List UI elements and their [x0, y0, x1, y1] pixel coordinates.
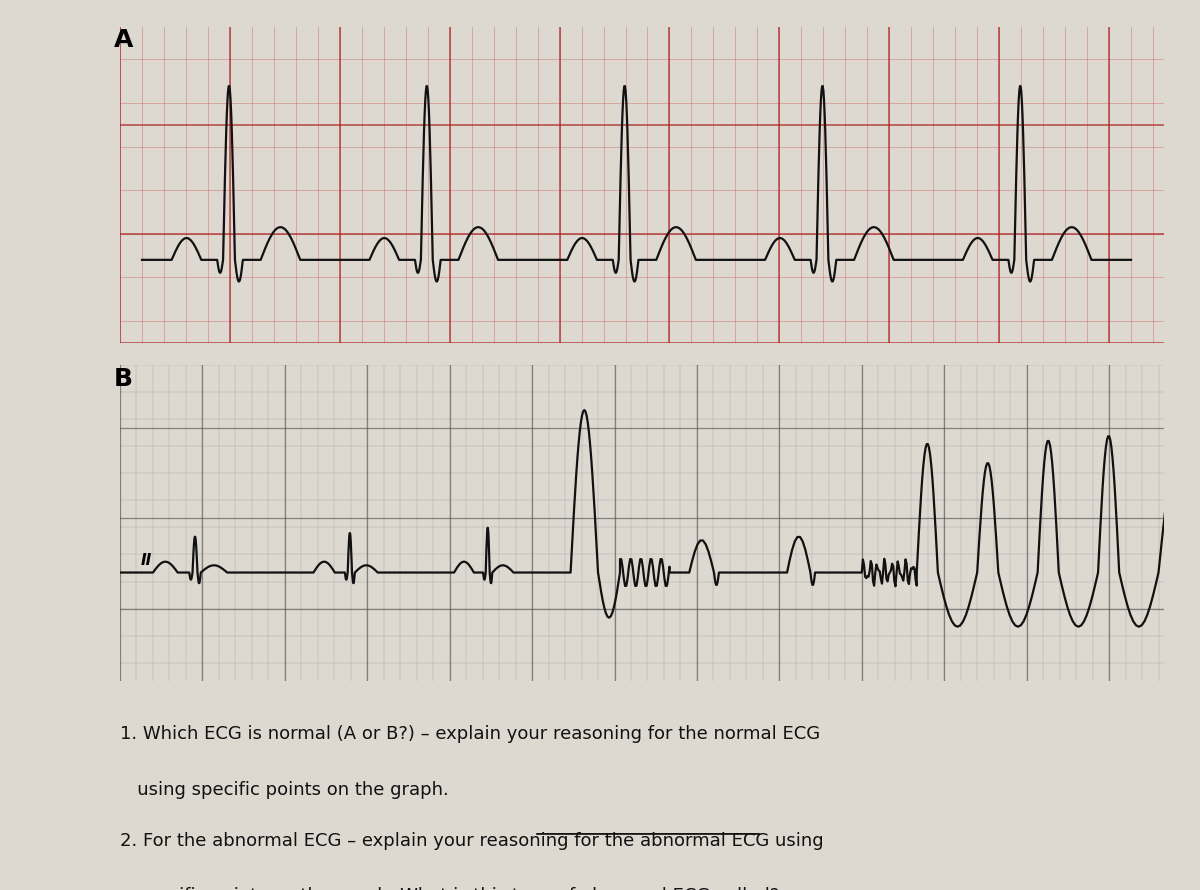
Text: A: A	[114, 28, 133, 53]
Text: B: B	[114, 367, 133, 391]
Text: 1. Which ECG is normal (A or B?) – explain your reasoning for the normal ECG: 1. Which ECG is normal (A or B?) – expla…	[120, 725, 820, 743]
Text: specific points on the graph. What is this type of abnormal ECG called?: specific points on the graph. What is th…	[120, 887, 779, 890]
Text: II: II	[140, 554, 152, 569]
Text: using specific points on the graph.: using specific points on the graph.	[120, 781, 449, 798]
Text: 2. For the abnormal ECG – explain your reasoning for the abnormal ECG using: 2. For the abnormal ECG – explain your r…	[120, 832, 823, 850]
